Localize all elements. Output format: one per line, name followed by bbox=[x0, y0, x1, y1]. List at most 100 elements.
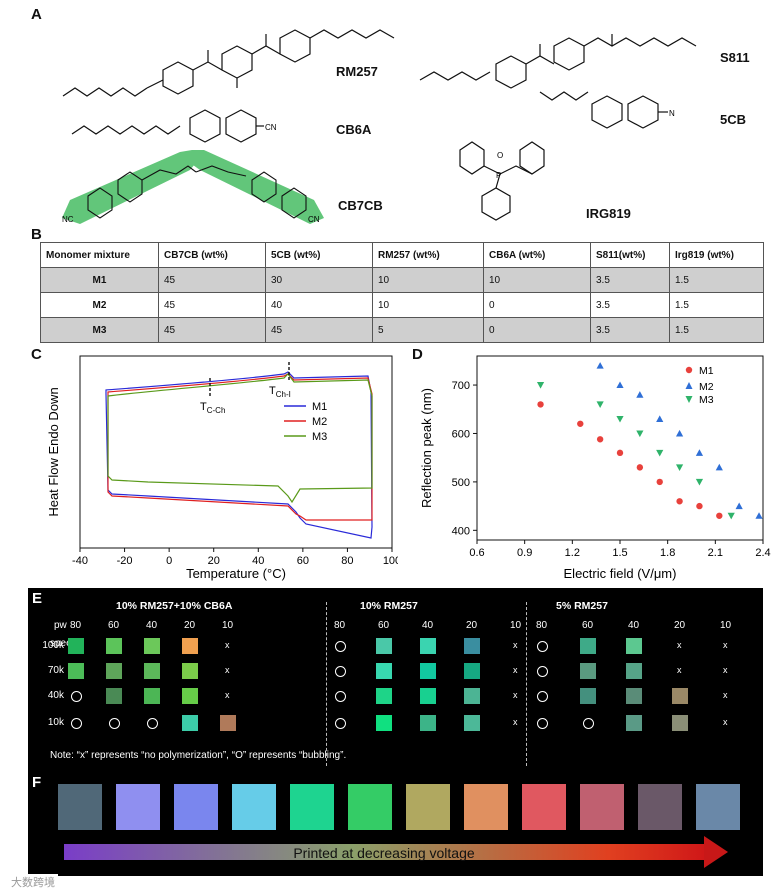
chemical-structures: CN N NC CN P O bbox=[62, 29, 697, 224]
pw-value: 60 bbox=[582, 620, 594, 631]
legend-m3: M3 bbox=[312, 431, 327, 443]
table-cell: 30 bbox=[265, 267, 373, 293]
data-point-m3 bbox=[596, 401, 604, 409]
table-header-row: Monomer mixture CB7CB (wt%) 5CB (wt%) RM… bbox=[40, 242, 764, 268]
print-swatch bbox=[68, 663, 84, 679]
cb6a-cn-label: CN bbox=[265, 123, 277, 132]
print-swatch bbox=[106, 663, 122, 679]
no-polymerization-marker: x bbox=[513, 665, 518, 675]
dsc-curve-m3 bbox=[107, 373, 373, 504]
reflection-ytick-label: 400 bbox=[452, 525, 470, 537]
no-polymerization-marker: x bbox=[723, 640, 728, 650]
dsc-legend: M1 M2 M3 bbox=[284, 401, 327, 443]
table-header: Monomer mixture bbox=[40, 242, 159, 268]
print-swatch bbox=[376, 638, 392, 654]
data-point-m2 bbox=[675, 429, 684, 437]
panel-letter-f: F bbox=[32, 774, 42, 791]
table-cell: 45 bbox=[158, 292, 266, 318]
reflection-ytick-label: 600 bbox=[452, 428, 470, 440]
print-swatch bbox=[68, 638, 84, 654]
panel-letter-e: E bbox=[32, 590, 43, 607]
table-cell: 5 bbox=[372, 317, 484, 343]
print-swatch bbox=[144, 638, 160, 654]
table-cell: 10 bbox=[483, 267, 591, 293]
print-swatch bbox=[220, 715, 236, 731]
table-cell: 45 bbox=[158, 317, 266, 343]
voltage-arrow-head bbox=[704, 836, 728, 868]
data-point-m2 bbox=[616, 381, 624, 389]
data-point-m3 bbox=[675, 464, 684, 471]
speed-value: 40k bbox=[47, 690, 64, 701]
table-cell: 3.5 bbox=[590, 267, 670, 293]
reflection-xtick-label: 1.2 bbox=[565, 547, 580, 559]
watermark: 大数跨境 bbox=[8, 874, 58, 890]
no-polymerization-marker: x bbox=[225, 665, 230, 675]
table-header: CB7CB (wt%) bbox=[158, 242, 266, 268]
table-cell: M2 bbox=[40, 292, 159, 318]
cb7cb-cn-label: CN bbox=[308, 215, 320, 224]
bubbling-marker bbox=[537, 666, 548, 677]
reflection-chart: 0.6 0.9 1.2 1.5 1.8 2.1 2.4 400 500 600 700 M1 M2 … bbox=[419, 355, 771, 581]
5cb-n-label: N bbox=[669, 109, 675, 118]
irg819-label: IRG819 bbox=[586, 206, 631, 221]
print-swatch bbox=[420, 638, 436, 654]
data-point-m1 bbox=[696, 502, 703, 510]
irg819-p-label: P bbox=[496, 171, 501, 180]
panel-f: F Printed at decreasing voltage bbox=[28, 772, 763, 876]
table-row: M1 45 30 10 10 3.5 1.5 bbox=[40, 267, 764, 293]
printed-color-swatch bbox=[406, 784, 450, 830]
reflection-ylabel: Reflection peak (nm) bbox=[419, 388, 434, 508]
panel-letter-a: A bbox=[31, 6, 42, 23]
print-swatch bbox=[420, 688, 436, 704]
data-point-m3 bbox=[536, 382, 545, 389]
printed-color-swatch bbox=[638, 784, 682, 830]
data-point-m2 bbox=[715, 463, 723, 471]
t-cch-annotation: TC-Ch bbox=[200, 401, 225, 415]
bubbling-marker bbox=[537, 718, 548, 729]
data-point-m1 bbox=[676, 498, 683, 505]
table-header: 5CB (wt%) bbox=[265, 242, 373, 268]
table-header: RM257 (wt%) bbox=[372, 242, 484, 268]
print-swatch bbox=[626, 663, 642, 679]
print-swatch bbox=[626, 715, 642, 731]
rm257-label: RM257 bbox=[336, 64, 378, 79]
reflection-xtick-label: 1.8 bbox=[660, 547, 675, 559]
monomer-mixture-table: Monomer mixture CB7CB (wt%) 5CB (wt%) RM… bbox=[40, 242, 764, 343]
bubbling-marker bbox=[335, 691, 346, 702]
printed-color-swatch bbox=[696, 784, 740, 830]
data-point-m1 bbox=[656, 478, 663, 486]
print-swatch bbox=[376, 663, 392, 679]
no-polymerization-marker: x bbox=[677, 640, 682, 650]
irg819-o-label: O bbox=[497, 151, 503, 160]
panel-letter-d: D bbox=[412, 346, 423, 363]
table-cell: 0 bbox=[483, 292, 591, 318]
no-polymerization-marker: x bbox=[723, 717, 728, 727]
pw-value: 10 bbox=[222, 620, 234, 631]
legend-marker-m2 bbox=[685, 382, 693, 389]
printed-color-swatch bbox=[522, 784, 566, 830]
group-title-1: 10% RM257+10% CB6A bbox=[116, 600, 233, 612]
table-row: M3 45 45 5 0 3.5 1.5 bbox=[40, 317, 764, 343]
pw-value: 40 bbox=[422, 620, 434, 631]
print-swatch bbox=[464, 663, 480, 679]
pw-value: 40 bbox=[146, 620, 158, 631]
dsc-xtick-label: 80 bbox=[341, 555, 353, 567]
print-swatch bbox=[106, 638, 122, 654]
data-point-m1 bbox=[616, 449, 624, 457]
bubbling-marker bbox=[583, 718, 594, 729]
print-swatch bbox=[580, 638, 596, 654]
data-point-m2 bbox=[735, 502, 743, 510]
reflection-legend: M1 M2 M3 bbox=[685, 365, 714, 406]
group-divider bbox=[526, 602, 527, 766]
group-title-2: 10% RM257 bbox=[360, 600, 418, 612]
data-point-m3 bbox=[695, 478, 704, 486]
pw-value: 20 bbox=[466, 620, 478, 631]
data-point-m1 bbox=[537, 401, 544, 408]
panel-e: E 10% RM257+10% CB6A 10% RM257 5% RM257 … bbox=[28, 588, 763, 780]
dsc-xtick-label: -40 bbox=[72, 555, 88, 567]
dsc-plot-frame bbox=[79, 355, 393, 549]
print-swatch bbox=[376, 688, 392, 704]
print-swatch bbox=[182, 638, 198, 654]
dsc-xlabel: Temperature (°C) bbox=[186, 566, 286, 581]
no-polymerization-marker: x bbox=[225, 690, 230, 700]
